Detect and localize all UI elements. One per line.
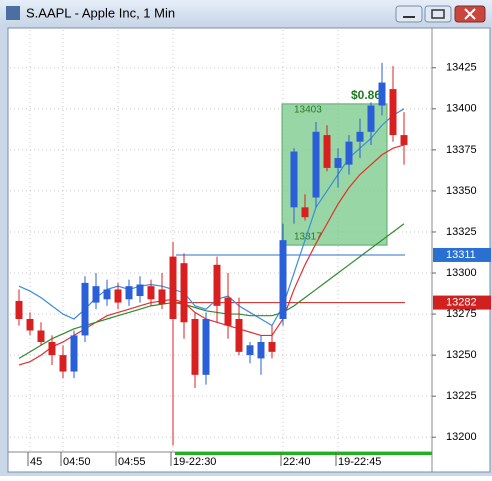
- price-tag: [433, 295, 491, 310]
- candle-body: [224, 297, 232, 326]
- x-tick-label: 19-22:45: [338, 456, 381, 468]
- candle-body: [81, 282, 89, 336]
- measure-top: 13403: [294, 105, 322, 116]
- measure-label: $0.86: [351, 88, 381, 102]
- candle-body: [312, 131, 320, 198]
- candle-body: [136, 284, 144, 297]
- candle-body: [356, 131, 364, 142]
- candle-body: [191, 318, 199, 375]
- candle-body: [37, 330, 45, 342]
- price-tag-label: 13282: [446, 296, 477, 308]
- candle-body: [367, 105, 375, 132]
- y-tick-label: 13325: [446, 226, 477, 238]
- candle-body: [235, 318, 243, 352]
- candle-body: [389, 89, 397, 136]
- minimize-button[interactable]: [395, 5, 423, 23]
- candle-body: [147, 286, 155, 300]
- candle-body: [246, 345, 254, 356]
- x-tick-label: 45: [30, 456, 42, 468]
- maximize-button[interactable]: [424, 5, 452, 23]
- candle-body: [400, 135, 408, 145]
- window-title: S.AAPL - Apple Inc, 1 Min: [26, 5, 175, 20]
- chart-panel: [7, 27, 491, 473]
- close-icon: [464, 8, 476, 20]
- candle-body: [169, 256, 177, 319]
- app-icon: [6, 6, 20, 20]
- candle-body: [15, 300, 23, 319]
- candle-body: [301, 207, 309, 218]
- price-tag: [433, 247, 491, 262]
- candle-body: [59, 355, 67, 372]
- candle-body: [125, 286, 133, 300]
- candle-body: [268, 341, 276, 352]
- maximize-icon: [431, 9, 445, 19]
- x-tick-label: 04:55: [118, 456, 146, 468]
- candle-body: [257, 341, 265, 359]
- y-tick-label: 13350: [446, 185, 477, 197]
- candle-body: [48, 341, 56, 356]
- candle-body: [290, 151, 298, 208]
- candle-body: [92, 286, 100, 303]
- x-tick-label: 19-22:30: [173, 456, 216, 468]
- x-tick-label: 04:50: [63, 456, 91, 468]
- candle-body: [378, 82, 386, 106]
- candle-body: [103, 289, 111, 300]
- candle-body: [279, 240, 287, 319]
- candle-body: [26, 318, 34, 331]
- y-tick-label: 13425: [446, 62, 477, 74]
- x-tick-label: 22:40: [283, 456, 311, 468]
- candle-body: [334, 158, 342, 168]
- y-tick-label: 13400: [446, 103, 477, 115]
- candle-body: [213, 264, 221, 306]
- measure-bottom: 13317: [294, 232, 322, 243]
- candle-body: [70, 335, 78, 372]
- candle-body: [114, 289, 122, 303]
- y-tick-label: 13300: [446, 267, 477, 279]
- y-tick-label: 13275: [446, 308, 477, 320]
- price-tag-label: 13311: [446, 249, 476, 261]
- candle-body: [202, 318, 210, 375]
- y-tick-label: 13225: [446, 390, 477, 402]
- candle-body: [345, 141, 353, 165]
- y-tick-label: 13250: [446, 349, 477, 361]
- candle-body: [180, 263, 188, 323]
- session-bar: [175, 452, 432, 455]
- candle-body: [158, 289, 166, 305]
- y-tick-label: 13375: [446, 144, 477, 156]
- candle-body: [323, 135, 331, 168]
- plot: 13200 13225 13250 13275 13300 13325 13350 13375…: [10, 30, 491, 468]
- y-tick-label: 13200: [446, 431, 477, 443]
